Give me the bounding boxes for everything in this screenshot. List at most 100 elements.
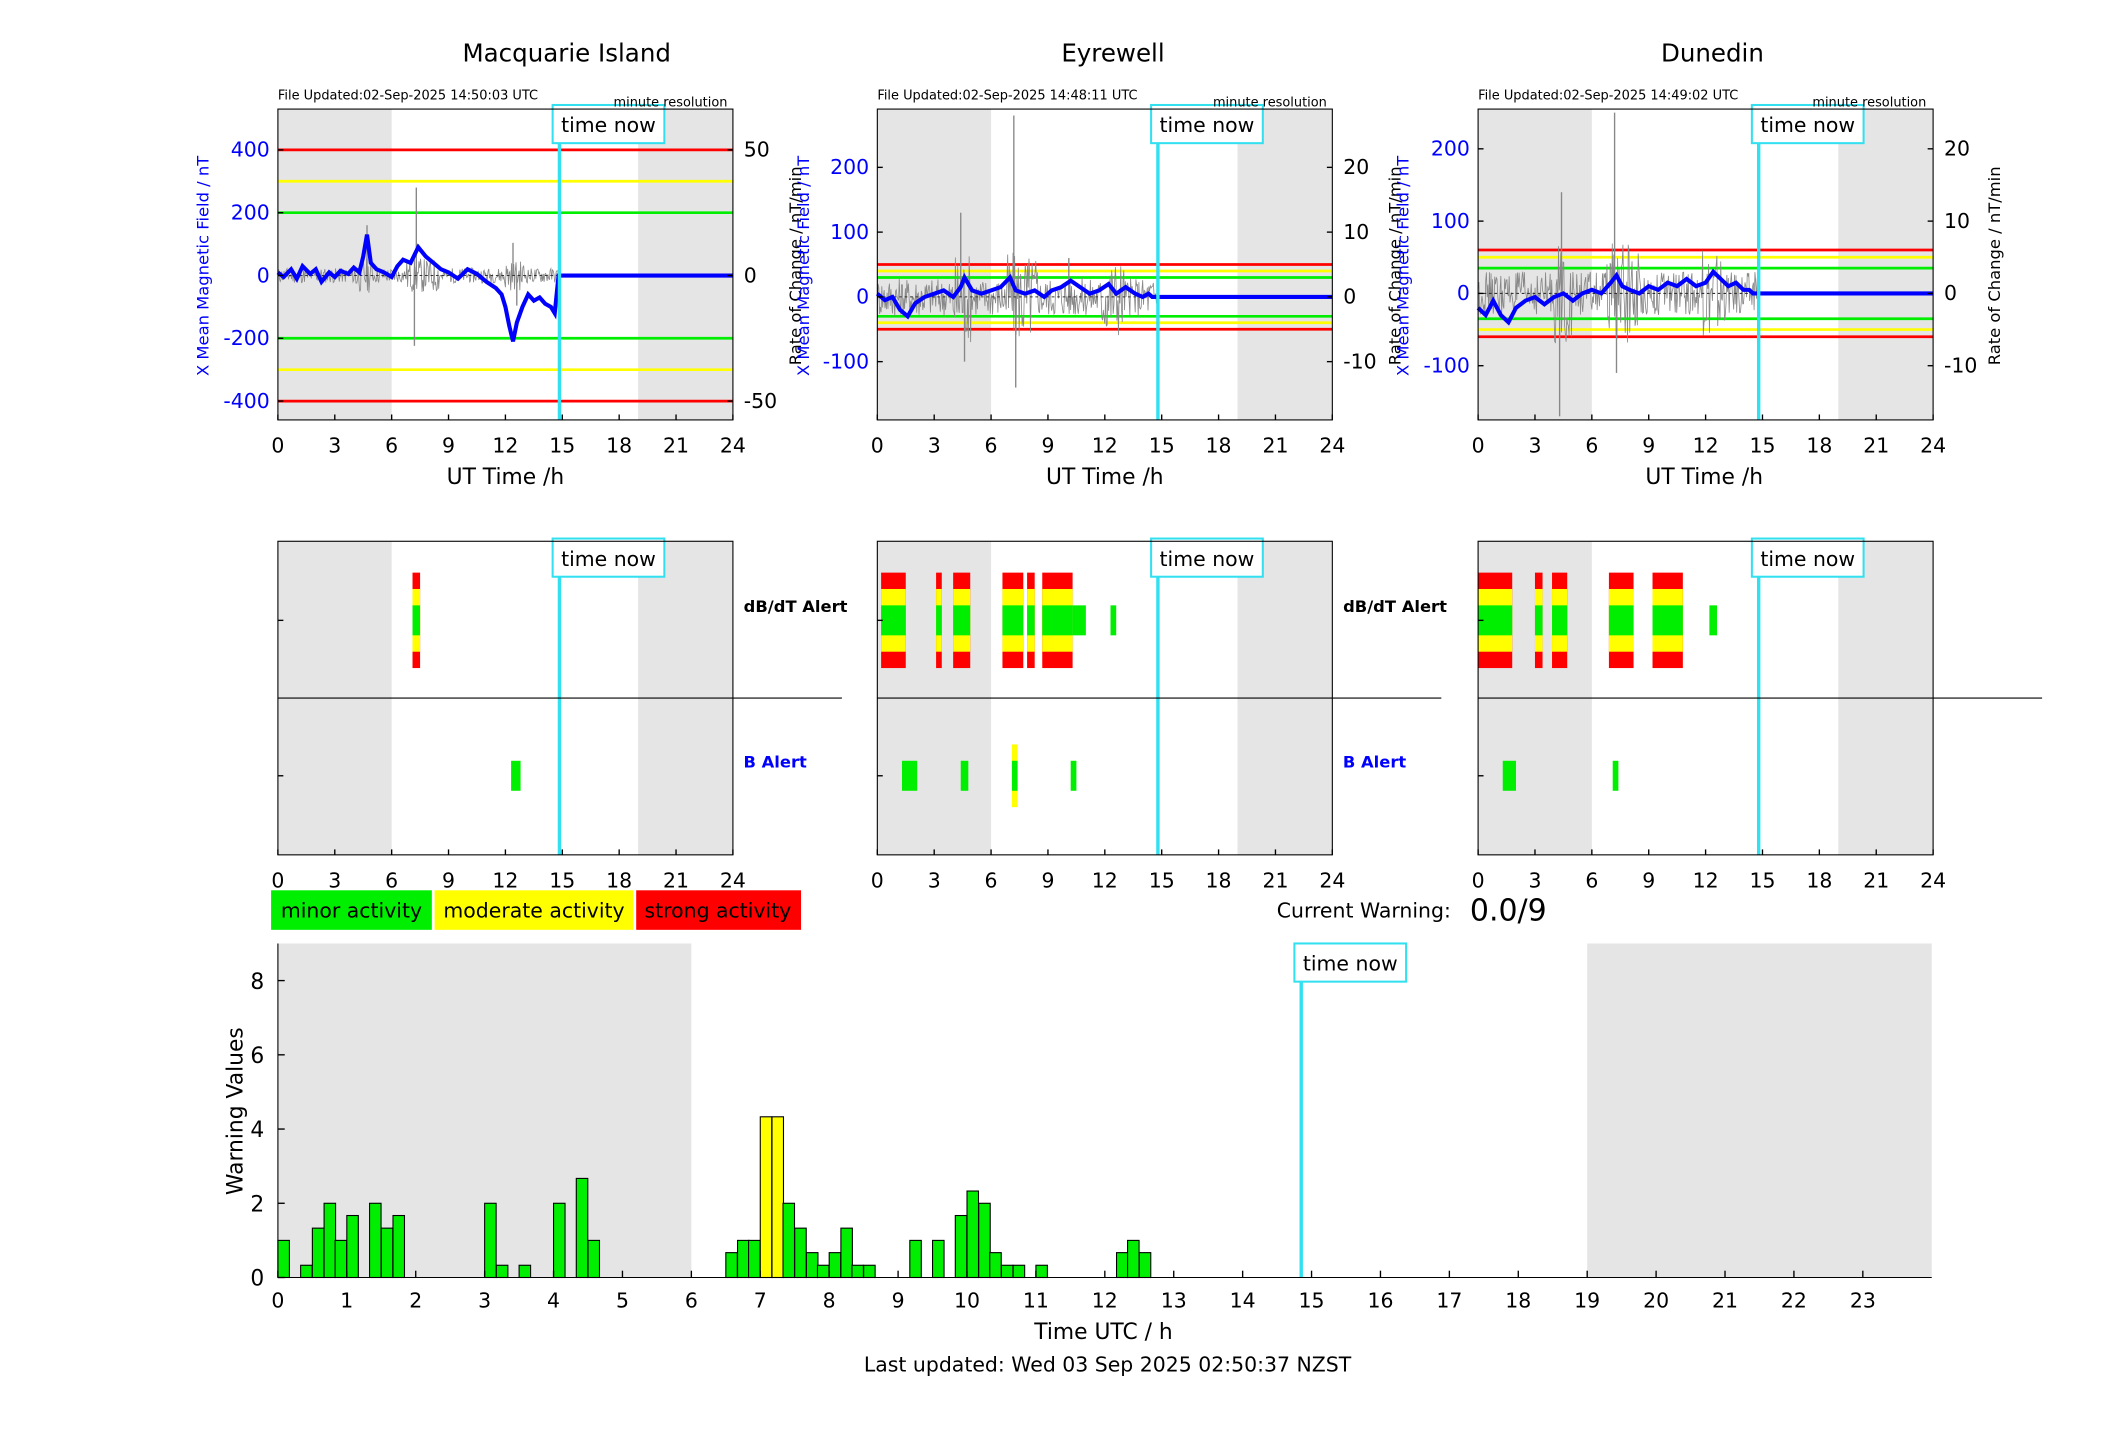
station-title: Eyrewell: [1061, 38, 1164, 67]
y-tick-label-left: -200: [223, 326, 269, 350]
y-tick-label-right: 10: [1944, 209, 1970, 233]
warning-bar: [828, 1252, 842, 1279]
dbdt-alert-label: dB/dT Alert: [1343, 597, 1447, 616]
warning-bar: [725, 1252, 738, 1279]
x-tick-label: 12: [1092, 434, 1118, 458]
warning-bar: [1127, 1239, 1140, 1279]
warning-bar: [782, 1202, 796, 1279]
time-now-label: time now: [561, 113, 656, 137]
y-tick-label-left: 0: [856, 285, 869, 309]
alert-minor-band: [1011, 760, 1018, 791]
x-tick-label: 13: [1161, 1288, 1187, 1312]
x-tick-label: 22: [1781, 1288, 1807, 1312]
warning-bar: [736, 1239, 750, 1279]
y-tick-label-right: 50: [744, 138, 770, 162]
x-tick-label: 15: [1299, 1288, 1325, 1312]
alert-chart: time now 0 3 6 9 12 15 18 21 24: [871, 537, 1442, 893]
warning-bar: [369, 1202, 382, 1279]
warning-bar: [311, 1227, 325, 1279]
time-now-box: [1150, 103, 1264, 145]
x-tick-label: 0: [1472, 434, 1485, 458]
alert-minor-band: [511, 760, 521, 791]
x-tick-label: 21: [1262, 434, 1288, 458]
y-tick-label-left: -100: [823, 349, 869, 373]
magnetic-field-series: [876, 272, 1333, 320]
x-tick-label: 5: [616, 1288, 629, 1312]
warning-bar: [851, 1264, 864, 1279]
current-warning-value: 0.0/9: [1470, 893, 1547, 928]
x-tick-label: 15: [549, 869, 575, 893]
warning-bar: [816, 1264, 830, 1279]
resolution-text: minute resolution: [1812, 95, 1926, 110]
y-tick-label-left: 200: [231, 200, 270, 224]
x-axis-label: UT Time /h: [1645, 465, 1763, 490]
y-tick-label: 4: [250, 1118, 264, 1143]
resolution-text: minute resolution: [614, 95, 728, 110]
x-tick-label: 21: [1863, 869, 1889, 893]
file-updated-text: File Updated:02-Sep-2025 14:50:03 UTC: [278, 89, 538, 104]
warning-bar: [553, 1202, 566, 1279]
x-tick-label: 12: [492, 869, 518, 893]
y-axis-label-left: X Mean Magnetic Field / nT: [193, 155, 212, 376]
y-tick-label: 0: [250, 1267, 264, 1292]
x-axis-label: UT Time /h: [447, 465, 565, 490]
warning-bar: [392, 1214, 406, 1279]
warning-bar: [484, 1202, 497, 1279]
legend-minor-swatch: [271, 890, 432, 930]
x-tick-label: 24: [720, 869, 746, 893]
warning-bar: [346, 1214, 359, 1279]
x-tick-label: 15: [549, 434, 575, 458]
warning-bar: [989, 1252, 1002, 1279]
alert-minor-band: [1478, 605, 1513, 636]
alert-minor-band: [953, 605, 971, 636]
y-tick-label-left: -400: [223, 389, 269, 413]
alert-minor-band: [1652, 605, 1683, 636]
time-now-box: [1750, 103, 1865, 145]
x-tick-label: 15: [1149, 434, 1175, 458]
y-axis-label-right: Rate of Change / nT/min: [786, 166, 805, 365]
y-tick-label-right: 20: [1944, 137, 1970, 161]
resolution-text: minute resolution: [1213, 95, 1327, 110]
alert-minor-band: [960, 760, 969, 791]
alert-minor-band: [936, 605, 942, 636]
x-tick-label: 23: [1850, 1288, 1876, 1312]
x-tick-label: 18: [1806, 434, 1832, 458]
last-updated-footer: Last updated: Wed 03 Sep 2025 02:50:37 N…: [864, 1353, 1352, 1377]
file-updated-text: File Updated:02-Sep-2025 14:48:11 UTC: [877, 89, 1137, 104]
time-now-label: time now: [1760, 113, 1855, 137]
y-axis-label-left: X Mean Magnetic Field / nT: [794, 155, 813, 376]
x-tick-label: 6: [1585, 434, 1598, 458]
rate-of-change-series: [1477, 243, 1760, 344]
alert-minor-band: [1502, 760, 1517, 791]
x-tick-label: 19: [1574, 1288, 1600, 1312]
warning-bar: [1012, 1264, 1026, 1279]
x-tick-label: 21: [663, 434, 689, 458]
x-tick-label: 24: [1319, 434, 1345, 458]
warning-bar: [748, 1239, 761, 1279]
alert-minor-band: [1552, 605, 1568, 636]
x-tick-label: 3: [328, 869, 341, 893]
x-tick-label: 24: [1319, 869, 1345, 893]
y-tick-label-left: 100: [1431, 209, 1470, 233]
warning-bar: [300, 1264, 313, 1279]
y-tick-label-right: 20: [1343, 155, 1369, 179]
time-now-box: [1150, 537, 1264, 578]
warning-bar: [954, 1214, 968, 1279]
x-tick-label: 3: [328, 434, 341, 458]
y-tick-label-left: 200: [1431, 137, 1470, 161]
warning-bar: [1138, 1252, 1152, 1279]
time-now-marker: time now: [1150, 537, 1264, 578]
warning-bar: [1035, 1264, 1048, 1279]
warning-bar: [575, 1177, 589, 1279]
x-tick-label: 24: [1920, 869, 1946, 893]
y-tick-label-left: 200: [830, 155, 869, 179]
x-tick-label: 16: [1367, 1288, 1393, 1312]
alert-minor-band: [1027, 605, 1035, 636]
x-tick-label: 9: [1642, 869, 1655, 893]
x-tick-label: 0: [1472, 869, 1485, 893]
time-now-label: time now: [561, 547, 656, 571]
y-tick-label: 8: [250, 970, 264, 995]
time-now-label: time now: [1303, 952, 1398, 976]
